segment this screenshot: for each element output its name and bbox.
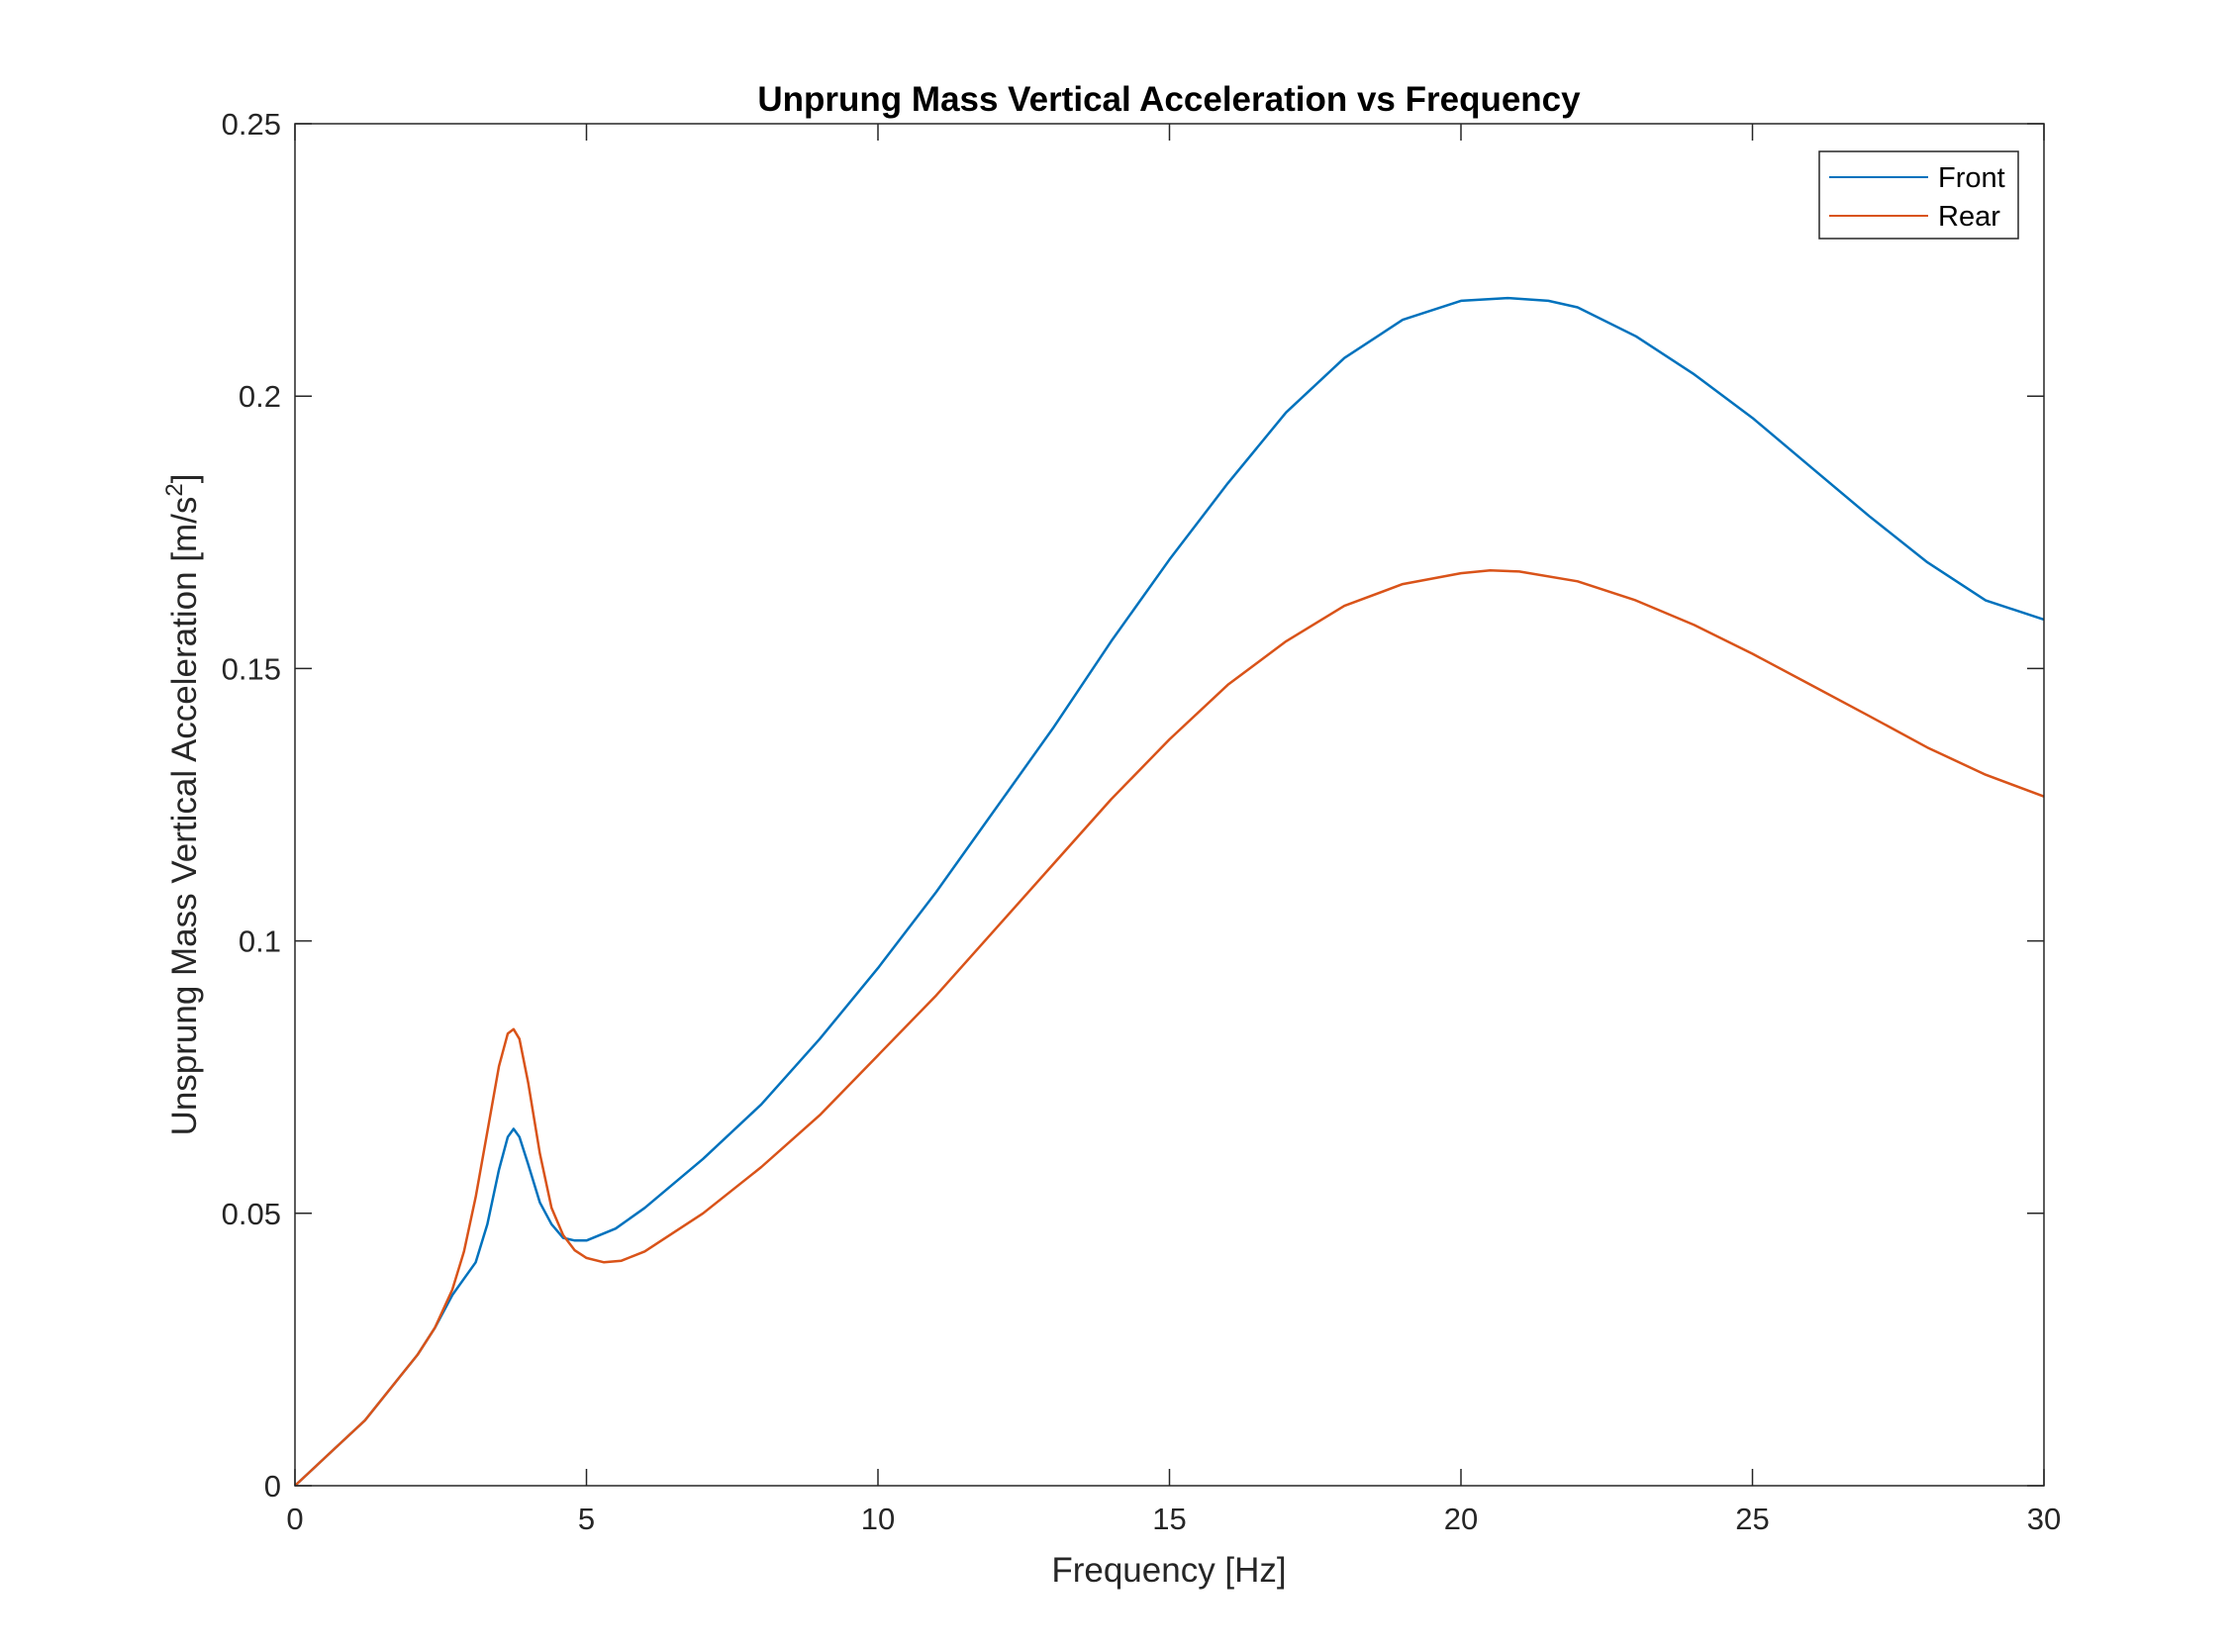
x-tick-label: 30 xyxy=(2027,1502,2061,1536)
x-tick-label: 25 xyxy=(1735,1502,1769,1536)
tick-layer: 0 5 10 15 20 25 30 0 0.05 0.1 0.15 0.2 0.25 xyxy=(222,107,2062,1536)
y-axis-label-superscript: 2 xyxy=(161,483,188,496)
legend-label-rear: Rear xyxy=(1938,201,2000,233)
y-axis-label-main: Unsprung Mass Vertical Acceleration [m/s xyxy=(165,497,204,1136)
y-tick-label: 0.25 xyxy=(222,107,281,142)
x-axis-label: Frequency [Hz] xyxy=(1051,1551,1286,1590)
y-tick-label: 0.05 xyxy=(222,1197,281,1231)
plot-area xyxy=(295,124,2044,1486)
legend-box xyxy=(1818,150,2019,240)
x-tick-label: 10 xyxy=(861,1502,895,1536)
x-tick-label: 15 xyxy=(1152,1502,1186,1536)
series-layer xyxy=(294,296,2045,1487)
legend: Front Rear xyxy=(1818,150,2019,240)
y-tick-label: 0.15 xyxy=(222,651,281,686)
chart-title: Unprung Mass Vertical Acceleration vs Fr… xyxy=(757,80,1581,119)
legend-label-front: Front xyxy=(1938,162,2005,194)
y-tick-label: 0.1 xyxy=(239,924,281,959)
x-tick-label: 0 xyxy=(286,1502,303,1536)
y-tick-label: 0 xyxy=(264,1469,281,1504)
x-tick-label: 20 xyxy=(1444,1502,1478,1536)
y-axis-label-end: ] xyxy=(165,474,204,484)
x-tick-label: 5 xyxy=(578,1502,595,1536)
y-axis-label: Unsprung Mass Vertical Acceleration [m/s… xyxy=(161,474,204,1136)
y-tick-label: 0.2 xyxy=(239,379,281,414)
series-line-rear xyxy=(294,569,2045,1487)
